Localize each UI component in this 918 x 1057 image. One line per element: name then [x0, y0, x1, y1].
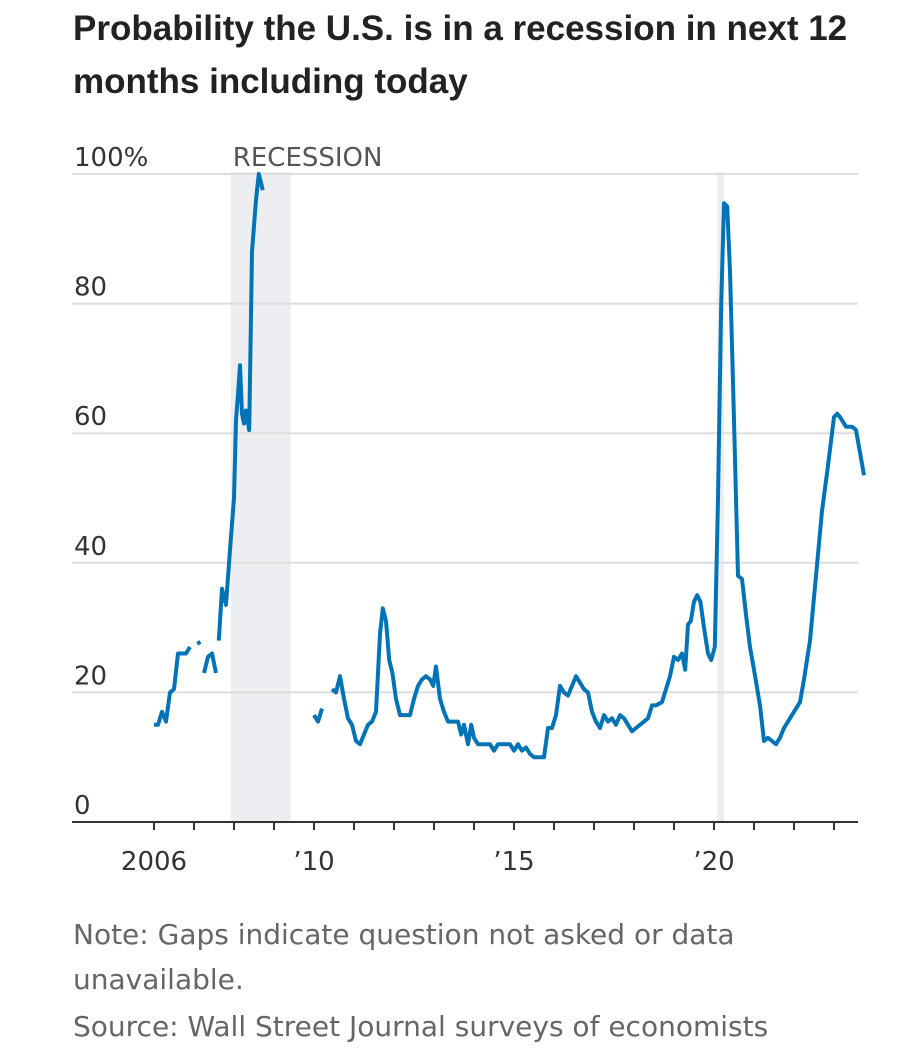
- y-tick-label: 60: [74, 402, 107, 432]
- y-tick-label: 20: [74, 661, 107, 691]
- recession-shading-layer: [230, 172, 724, 822]
- y-tick-label: 0: [74, 791, 91, 821]
- recession-label: RECESSION: [233, 143, 383, 173]
- chart-note: Note: Gaps indicate question not asked o…: [73, 918, 735, 996]
- series-segment-1: [196, 640, 202, 646]
- gridlines: [72, 173, 858, 694]
- x-axis: 2006 ’10 ’15 ’20: [72, 821, 858, 877]
- chart-source: Source: Wall Street Journal surveys of e…: [73, 1010, 769, 1043]
- x-tick-label: ’15: [493, 847, 534, 877]
- y-tick-label: 80: [74, 273, 107, 303]
- y-axis-labels: 0 20 40 60 80 100%: [74, 143, 148, 821]
- x-tick-label: 2006: [121, 847, 187, 877]
- chart-title: Probability the U.S. is in a recession i…: [73, 9, 848, 101]
- series-segment-0: [154, 645, 192, 727]
- y-tick-label: 100%: [74, 143, 148, 173]
- recession-band-0: [230, 172, 291, 822]
- y-tick-label: 40: [74, 532, 107, 562]
- series-segment-4: [312, 708, 324, 724]
- series-segment-5: [330, 201, 866, 760]
- x-tick-label: ’20: [693, 847, 734, 877]
- series-segment-3: [216, 172, 265, 641]
- x-tick-label: ’10: [293, 847, 334, 877]
- recession-band-1: [717, 172, 724, 822]
- data-series-lines: [154, 172, 866, 760]
- series-segment-2: [202, 651, 218, 674]
- recession-probability-chart: 0 20 40 60 80 100% RECESSION 2006 ’10 ’15 ’20: [72, 143, 866, 877]
